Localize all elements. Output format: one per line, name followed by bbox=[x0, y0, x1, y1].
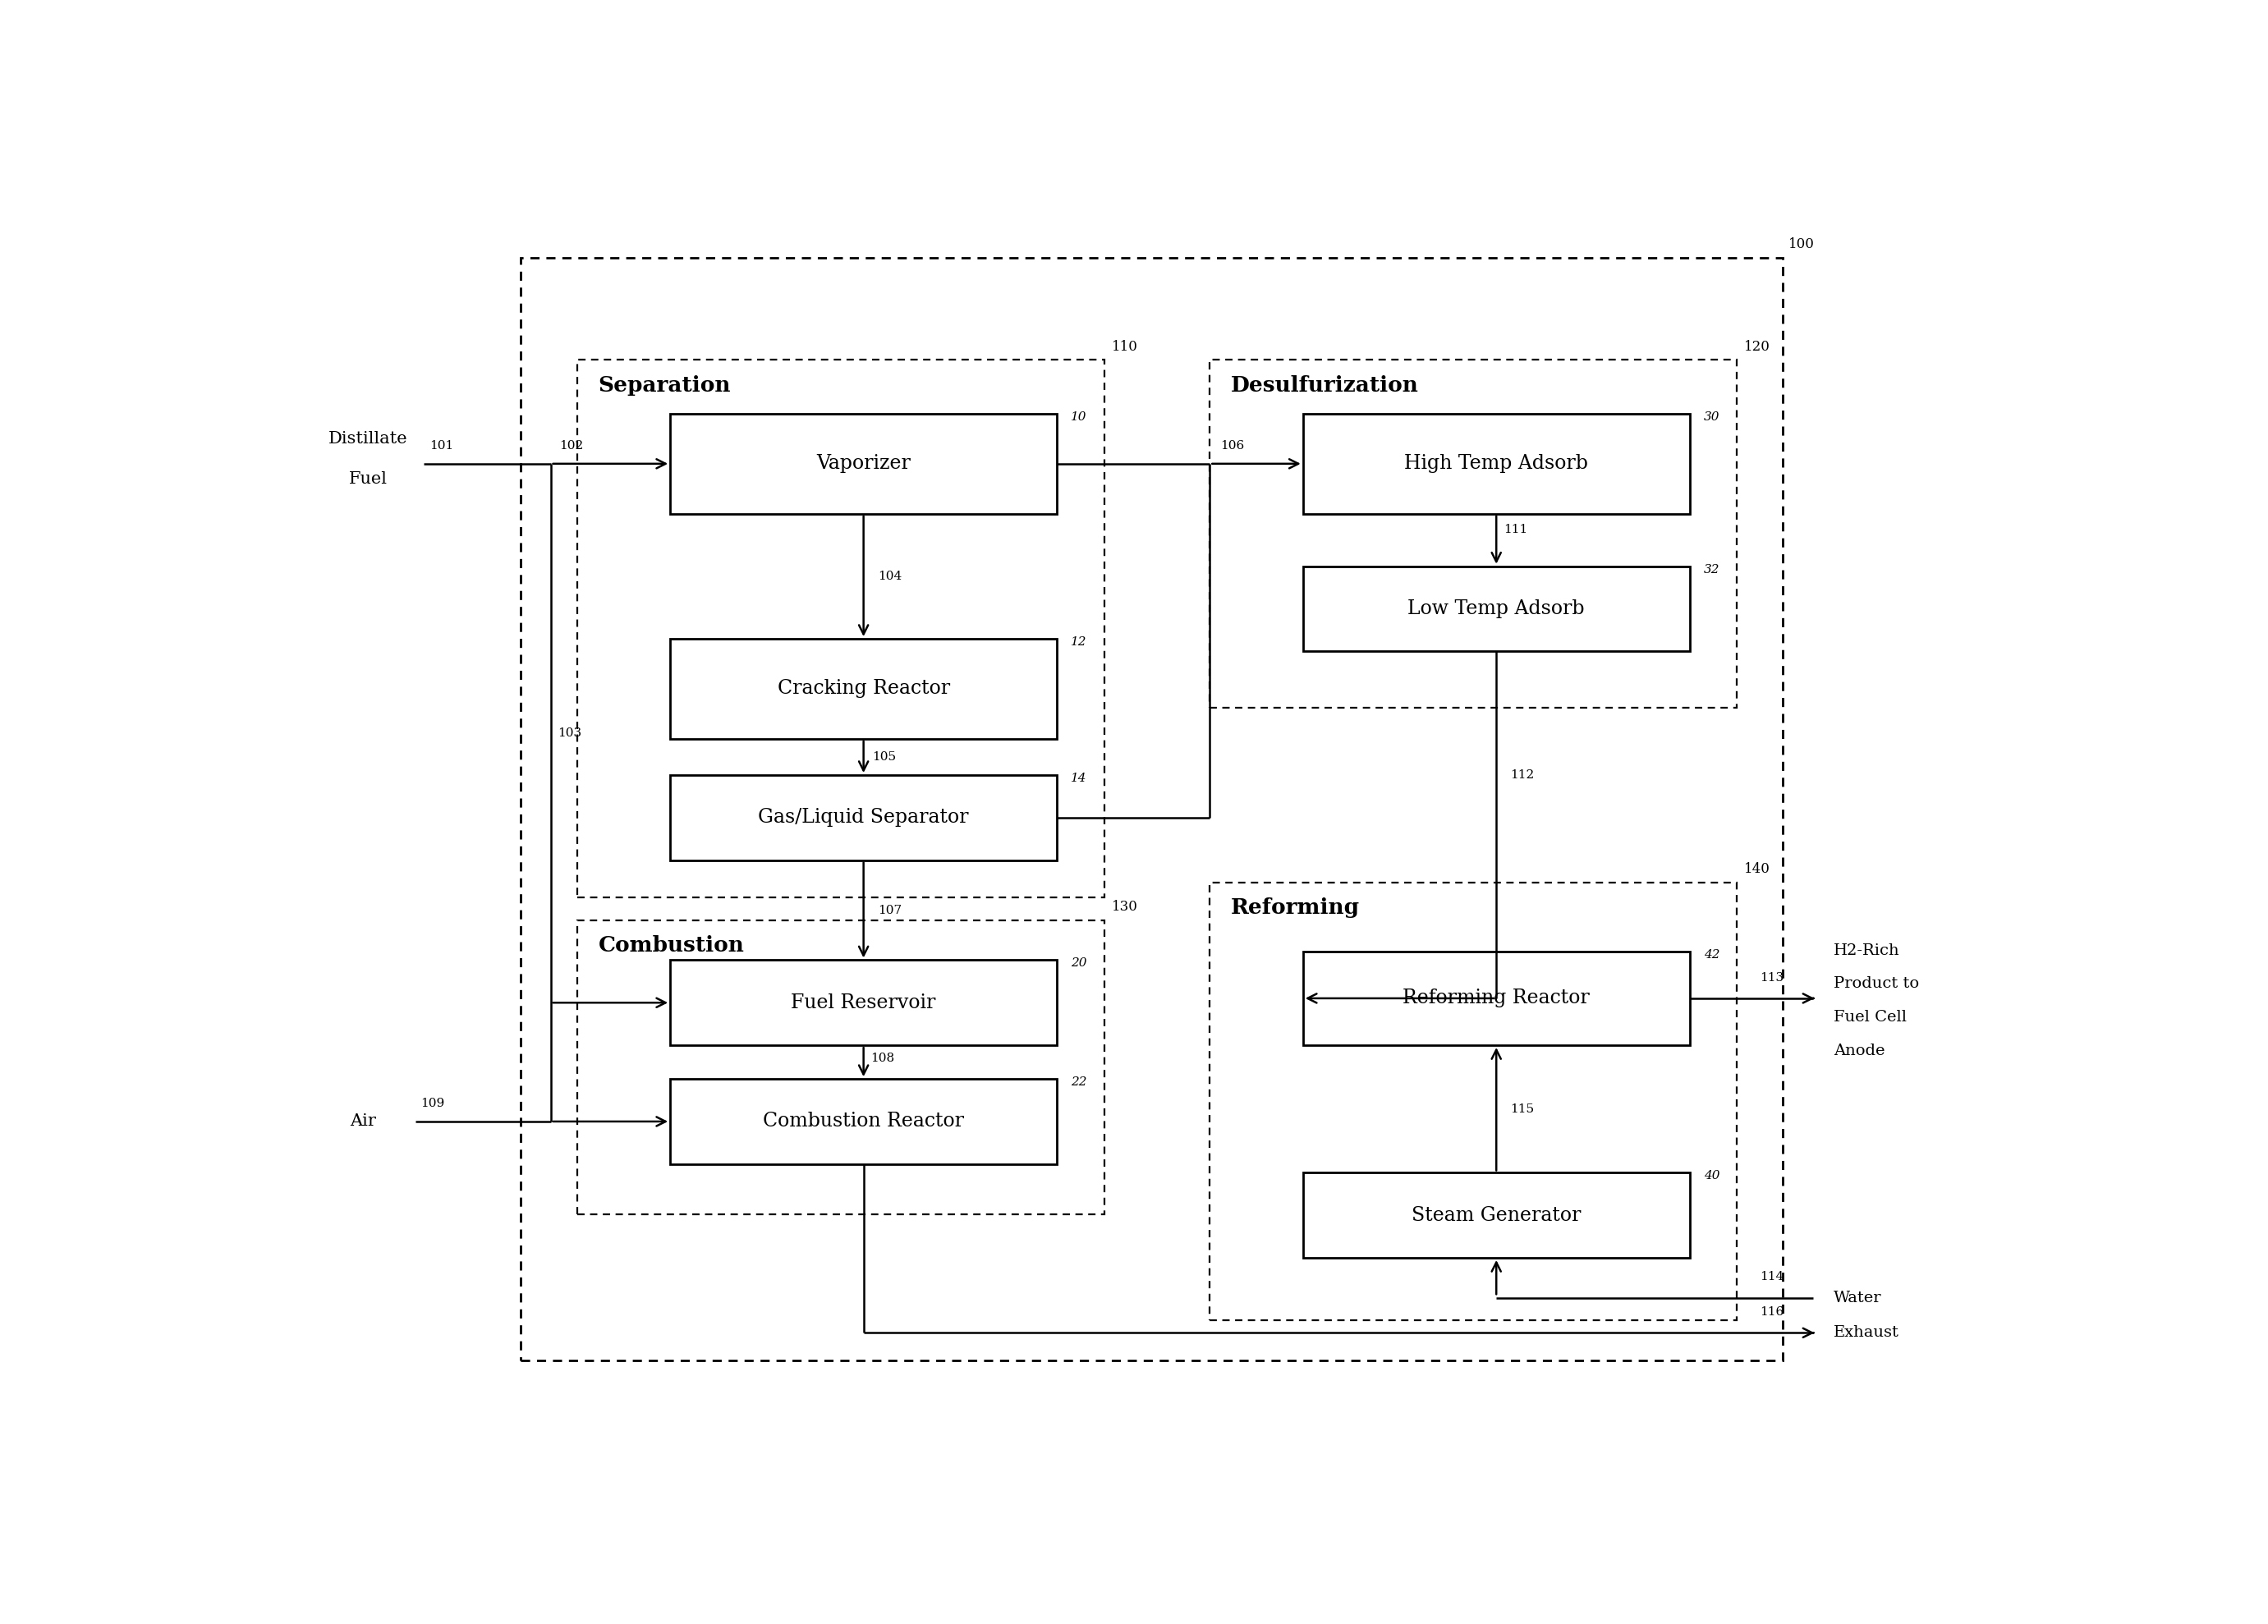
Bar bbox=[1302, 952, 1690, 1046]
Text: 30: 30 bbox=[1703, 411, 1719, 422]
Bar bbox=[576, 921, 1105, 1215]
Bar bbox=[1302, 1173, 1690, 1257]
Text: Desulfurization: Desulfurization bbox=[1232, 375, 1420, 396]
Bar bbox=[1302, 414, 1690, 513]
Text: 101: 101 bbox=[429, 440, 454, 451]
Text: 32: 32 bbox=[1703, 564, 1719, 575]
Text: 120: 120 bbox=[1744, 339, 1771, 354]
Text: Cracking Reactor: Cracking Reactor bbox=[778, 679, 950, 698]
Bar bbox=[1209, 361, 1737, 708]
Text: 12: 12 bbox=[1070, 637, 1086, 648]
Text: 108: 108 bbox=[871, 1052, 894, 1064]
Text: Fuel Reservoir: Fuel Reservoir bbox=[792, 994, 937, 1012]
Text: 105: 105 bbox=[873, 752, 896, 763]
Bar bbox=[671, 638, 1057, 739]
Text: 100: 100 bbox=[1787, 237, 1814, 252]
Text: 106: 106 bbox=[1220, 440, 1245, 451]
Text: 115: 115 bbox=[1510, 1103, 1533, 1114]
Text: Exhaust: Exhaust bbox=[1835, 1325, 1898, 1340]
Text: 10: 10 bbox=[1070, 411, 1086, 422]
Text: Vaporizer: Vaporizer bbox=[816, 455, 912, 473]
Text: High Temp Adsorb: High Temp Adsorb bbox=[1404, 455, 1588, 473]
Text: H2-Rich: H2-Rich bbox=[1835, 944, 1901, 958]
Text: 107: 107 bbox=[878, 905, 900, 916]
Text: Low Temp Adsorb: Low Temp Adsorb bbox=[1408, 599, 1585, 619]
Text: 140: 140 bbox=[1744, 862, 1771, 877]
Text: 116: 116 bbox=[1760, 1306, 1785, 1317]
Text: 40: 40 bbox=[1703, 1171, 1719, 1182]
Text: Gas/Liquid Separator: Gas/Liquid Separator bbox=[758, 809, 968, 827]
Text: 130: 130 bbox=[1111, 900, 1139, 914]
Text: 42: 42 bbox=[1703, 948, 1719, 960]
Text: 14: 14 bbox=[1070, 773, 1086, 784]
Text: Anode: Anode bbox=[1835, 1044, 1885, 1059]
Bar bbox=[522, 258, 1783, 1361]
Text: Steam Generator: Steam Generator bbox=[1411, 1207, 1581, 1224]
Bar bbox=[671, 1078, 1057, 1164]
Text: 109: 109 bbox=[420, 1098, 445, 1109]
Text: 113: 113 bbox=[1760, 971, 1785, 983]
Bar bbox=[671, 960, 1057, 1046]
Text: Water: Water bbox=[1835, 1291, 1882, 1306]
Bar bbox=[1302, 567, 1690, 651]
Text: Air: Air bbox=[349, 1114, 376, 1129]
Text: Combustion: Combustion bbox=[599, 935, 744, 955]
Text: Reforming Reactor: Reforming Reactor bbox=[1404, 989, 1590, 1009]
Bar bbox=[576, 361, 1105, 898]
Text: Fuel: Fuel bbox=[349, 471, 388, 487]
Text: 102: 102 bbox=[560, 440, 583, 451]
Text: 104: 104 bbox=[878, 570, 903, 581]
Text: Product to: Product to bbox=[1835, 976, 1919, 991]
Text: Fuel Cell: Fuel Cell bbox=[1835, 1010, 1907, 1025]
Text: 20: 20 bbox=[1070, 958, 1086, 970]
Text: 114: 114 bbox=[1760, 1272, 1785, 1283]
Text: Distillate: Distillate bbox=[329, 430, 408, 447]
Text: 110: 110 bbox=[1111, 339, 1139, 354]
Bar bbox=[671, 775, 1057, 861]
Text: 103: 103 bbox=[558, 728, 581, 739]
Text: 112: 112 bbox=[1510, 770, 1535, 781]
Text: Reforming: Reforming bbox=[1232, 898, 1361, 918]
Bar bbox=[671, 414, 1057, 513]
Text: 111: 111 bbox=[1504, 525, 1526, 536]
Text: 22: 22 bbox=[1070, 1077, 1086, 1088]
Text: Separation: Separation bbox=[599, 375, 730, 396]
Text: Combustion Reactor: Combustion Reactor bbox=[762, 1112, 964, 1130]
Bar bbox=[1209, 883, 1737, 1320]
